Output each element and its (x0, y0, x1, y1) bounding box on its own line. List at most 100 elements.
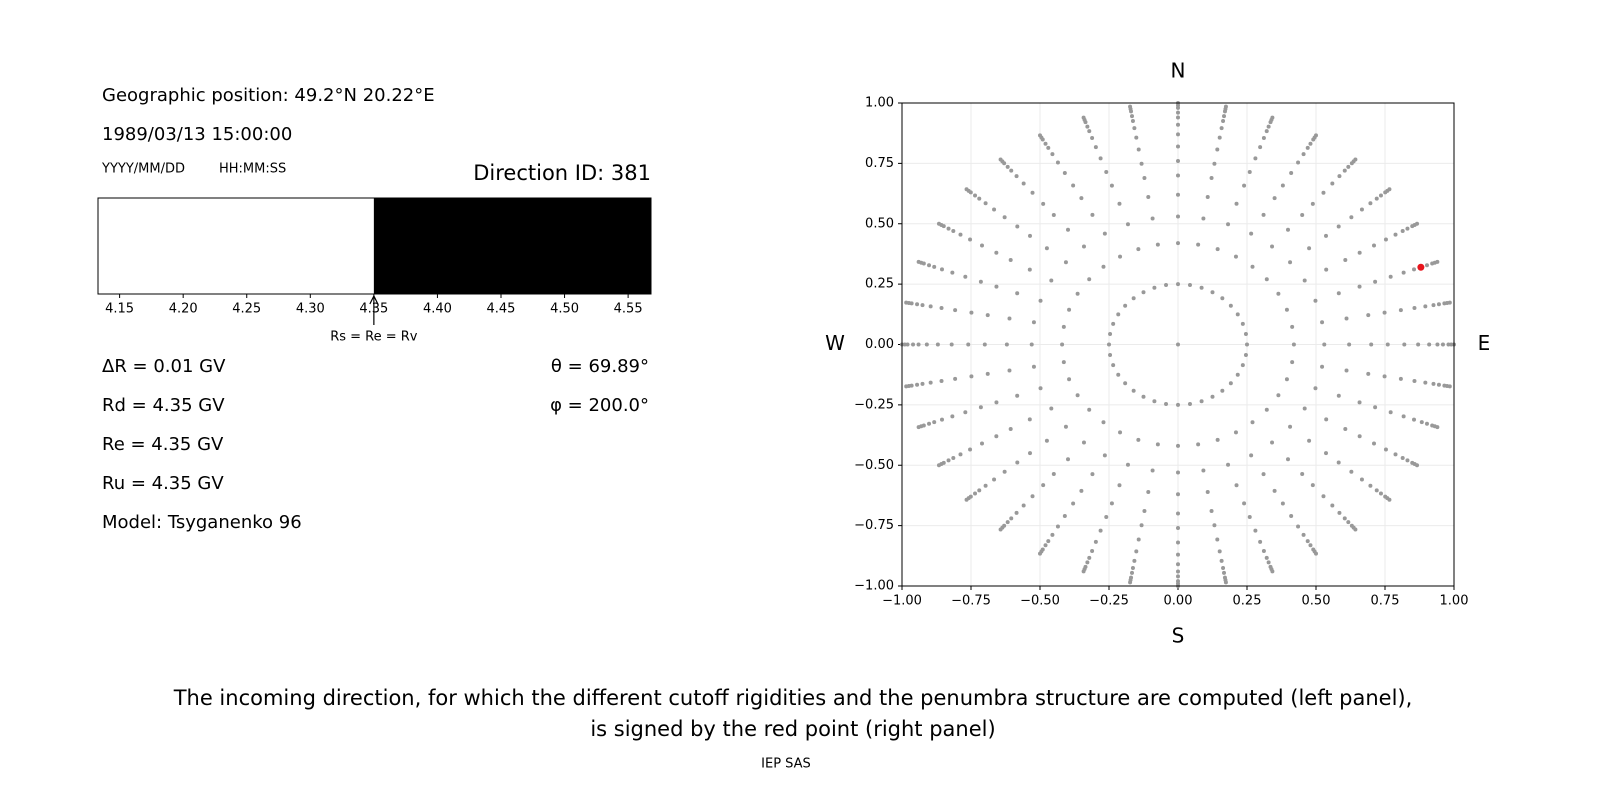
direction-point (1344, 316, 1349, 321)
direction-point (1253, 156, 1258, 161)
direction-point (1136, 437, 1141, 442)
direction-point (1155, 442, 1160, 447)
direction-point (977, 196, 982, 201)
direction-point (1435, 259, 1440, 264)
direction-point (1393, 232, 1398, 237)
direction-point (1221, 566, 1226, 571)
direction-point (1243, 332, 1248, 337)
direction-id: Direction ID: 381 (473, 161, 651, 185)
direction-point (924, 342, 929, 347)
direction-point (1079, 196, 1084, 201)
direction-point (1288, 260, 1293, 265)
selected-direction (1417, 263, 1425, 271)
direction-point (1415, 221, 1420, 226)
direction-point (1176, 214, 1180, 219)
direction-point (1102, 231, 1107, 236)
direction-point (1150, 468, 1155, 473)
direction-point (1447, 384, 1452, 389)
direction-point (1021, 181, 1026, 186)
angle: θ = 69.89° (551, 356, 649, 377)
penumbra-segment (373, 198, 651, 294)
direction-point (911, 342, 916, 347)
direction-point (1030, 494, 1035, 499)
direction-point (1219, 126, 1224, 131)
direction-point (1116, 372, 1121, 377)
direction-point (994, 434, 999, 439)
direction-point (1107, 342, 1111, 347)
direction-point (1132, 126, 1137, 131)
direction-point (1321, 494, 1326, 499)
direction-point (1176, 144, 1180, 149)
datetime: 1989/03/13 15:00:00 (102, 124, 292, 145)
direction-point (1199, 285, 1204, 290)
direction-point (1046, 145, 1051, 150)
direction-point (1401, 270, 1406, 275)
direction-point (1131, 296, 1136, 301)
direction-point (1210, 394, 1215, 399)
direction-point (1423, 380, 1428, 385)
direction-point (1235, 312, 1240, 317)
bar-frame (97, 197, 652, 295)
direction-point (1164, 283, 1169, 288)
direction-point (1123, 381, 1128, 386)
direction-point (1223, 104, 1228, 109)
direction-point (1139, 523, 1144, 528)
direction-point (920, 303, 925, 308)
x-tick-label: 4.15 (105, 302, 134, 317)
direction-point (949, 342, 954, 347)
direction-point (1027, 267, 1032, 272)
direction-point (1101, 264, 1106, 269)
direction-point (1116, 312, 1121, 317)
direction-point (1136, 247, 1141, 252)
x-tick-label: 4.40 (423, 302, 452, 317)
direction-point (1066, 457, 1071, 462)
direction-point (1449, 342, 1454, 347)
direction-point (1130, 566, 1135, 571)
direction-point (1071, 501, 1076, 506)
direction-point (1075, 393, 1080, 398)
direction-point (1284, 377, 1289, 382)
direction-point (1296, 160, 1301, 165)
x-tick-label: 0.25 (1233, 594, 1262, 609)
direction-point (1308, 141, 1313, 146)
direction-point (1436, 382, 1441, 387)
direction-point (1401, 414, 1406, 419)
direction-point (1067, 377, 1072, 382)
direction-point (1388, 274, 1393, 279)
direction-point (1431, 303, 1436, 308)
direction-point (1302, 278, 1307, 283)
direction-point (1313, 298, 1318, 303)
direction-point (1385, 342, 1390, 347)
direction-point (1111, 321, 1116, 326)
direction-point (1176, 574, 1180, 579)
direction-point (1075, 291, 1080, 296)
direction-point (1226, 222, 1231, 227)
direction-point (992, 477, 997, 482)
direction-point (1136, 147, 1141, 152)
direction-point (1087, 277, 1092, 282)
direction-point (1130, 118, 1135, 123)
direction-point (1104, 514, 1109, 519)
direction-point (1005, 164, 1010, 169)
direction-point (951, 456, 956, 461)
direction-point (1201, 216, 1206, 221)
direction-point (1357, 400, 1362, 405)
direction-point (1233, 430, 1238, 435)
direction-point (1176, 552, 1180, 557)
direction-point (1136, 537, 1141, 542)
direction-point (1055, 160, 1060, 165)
direction-point (1308, 543, 1313, 548)
direction-point (1336, 393, 1341, 398)
direction-point (1346, 164, 1351, 169)
direction-point (980, 441, 985, 446)
direction-point (1276, 291, 1281, 296)
direction-point (1090, 472, 1095, 477)
direction-point (1405, 458, 1410, 463)
direction-point (1215, 437, 1220, 442)
direction-point (1220, 388, 1225, 393)
direction-point (1305, 539, 1310, 544)
direction-point (1359, 207, 1364, 212)
direction-point (958, 452, 963, 457)
direction-point (1176, 526, 1180, 531)
